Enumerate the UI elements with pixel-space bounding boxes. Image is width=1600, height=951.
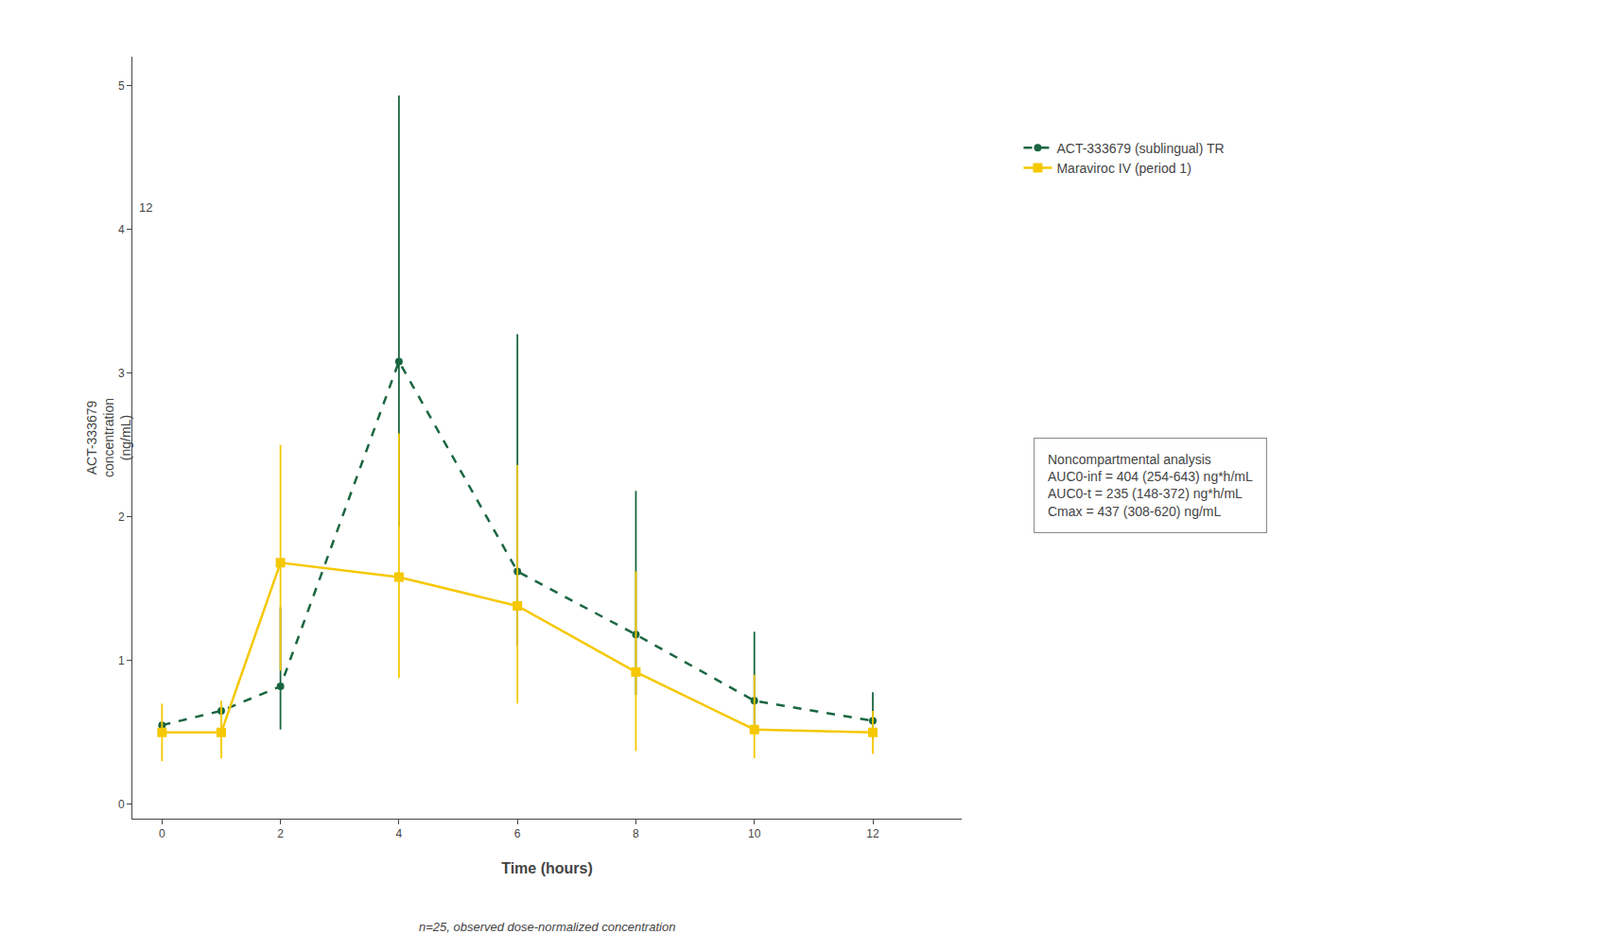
svg-text:ACT-333679concentration(ng/mL): ACT-333679concentration(ng/mL)	[84, 398, 134, 478]
svg-text:ACT-333679 (sublingual) TR: ACT-333679 (sublingual) TR	[1056, 140, 1224, 157]
svg-text:2: 2	[118, 510, 125, 524]
svg-text:12: 12	[866, 827, 880, 841]
svg-text:5: 5	[118, 79, 125, 93]
svg-text:10: 10	[747, 827, 762, 841]
svg-text:4: 4	[118, 223, 125, 237]
svg-text:Noncompartmental analysisAUC0-: Noncompartmental analysisAUC0-inf = 404 …	[1047, 452, 1253, 520]
svg-text:6: 6	[514, 827, 522, 841]
svg-text:0: 0	[118, 798, 125, 812]
svg-text:8: 8	[632, 827, 640, 841]
svg-text:Time (hours): Time (hours)	[501, 860, 593, 877]
svg-text:0: 0	[158, 827, 166, 841]
svg-text:Maraviroc IV (period 1): Maraviroc IV (period 1)	[1056, 160, 1191, 176]
svg-text:3: 3	[118, 366, 125, 381]
svg-text:1: 1	[118, 654, 125, 668]
svg-text:2: 2	[277, 827, 284, 841]
svg-text:12: 12	[139, 200, 153, 215]
svg-text:4: 4	[396, 827, 403, 841]
svg-text:n=25, observed dose-normalized: n=25, observed dose-normalized concentra…	[418, 920, 676, 935]
